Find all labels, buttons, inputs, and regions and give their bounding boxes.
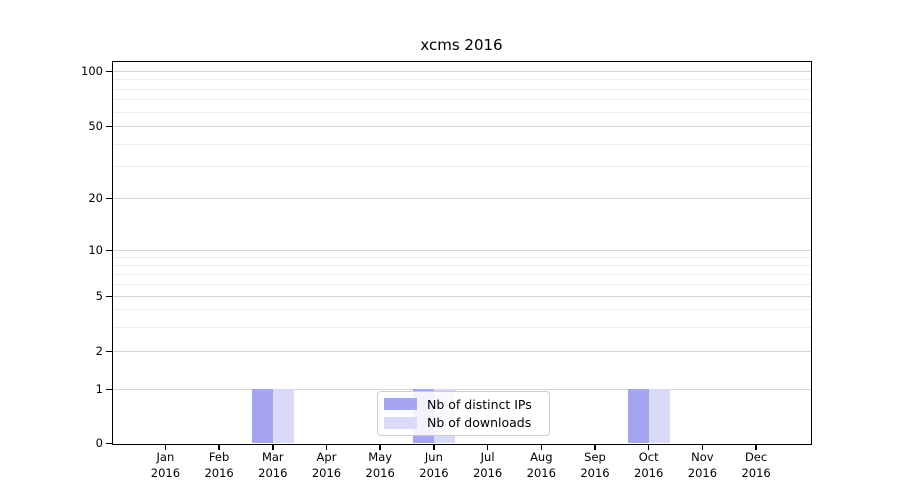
x-tick-label-year: 2016 <box>365 465 395 480</box>
legend-item-nb-of-distinct-ips: Nb of distinct IPs <box>384 397 543 412</box>
legend-item-nb-of-downloads: Nb of downloads <box>384 415 543 430</box>
x-tick-label-year: 2016 <box>526 465 556 480</box>
gridline-minor-90 <box>113 79 811 81</box>
x-tick-label-jan-2016: Jan 2016 <box>137 450 193 481</box>
gridline-major-10 <box>113 250 811 251</box>
bar-nb-of-downloads-mar-2016 <box>272 389 294 443</box>
x-tick-label-month: Jan <box>156 450 175 464</box>
gridline-minor-40 <box>113 143 811 145</box>
y-tick-1 <box>106 388 112 391</box>
gridline-minor-9 <box>113 256 811 258</box>
x-tick-nov-2016 <box>701 445 704 450</box>
x-tick-sep-2016 <box>594 445 596 450</box>
x-tick-label-mar-2016: Mar 2016 <box>245 450 301 481</box>
plot-area: Nb of distinct IPs Nb of downloads <box>112 61 812 445</box>
x-tick-aug-2016 <box>540 445 543 450</box>
x-tick-label-year: 2016 <box>258 465 288 480</box>
y-tick-0 <box>106 442 112 445</box>
x-tick-dec-2016 <box>755 445 757 450</box>
y-tick-20 <box>106 197 112 200</box>
x-tick-label-jun-2016: Jun 2016 <box>406 450 462 481</box>
x-tick-label-year: 2016 <box>311 465 342 480</box>
gridline-major-100 <box>113 71 811 72</box>
gridline-minor-30 <box>113 166 811 168</box>
y-tick-label-50: 50 <box>88 118 103 133</box>
x-tick-label-month: Dec <box>744 450 768 464</box>
y-tick-label-10: 10 <box>88 242 103 257</box>
chart-title: xcms 2016 <box>420 36 503 54</box>
x-tick-label-month: Jul <box>480 450 495 464</box>
gridline-minor-8 <box>113 264 811 266</box>
gridline-minor-70 <box>113 99 811 101</box>
x-tick-label-may-2016: May 2016 <box>352 450 408 481</box>
x-tick-label-month: Apr <box>316 450 337 464</box>
y-tick-10 <box>106 249 112 252</box>
x-tick-label-month: Mar <box>261 450 284 464</box>
x-tick-may-2016 <box>379 445 381 450</box>
gridline-major-2 <box>113 351 811 352</box>
x-tick-label-month: Aug <box>530 450 553 464</box>
gridline-major-50 <box>113 126 811 127</box>
y-tick-label-20: 20 <box>88 190 103 205</box>
x-tick-label-year: 2016 <box>472 465 503 480</box>
x-tick-oct-2016 <box>647 445 650 450</box>
y-tick-5 <box>106 295 112 298</box>
y-tick-label-1: 1 <box>95 381 103 396</box>
y-tick-2 <box>106 350 112 353</box>
x-tick-jan-2016 <box>164 445 167 450</box>
legend-label-nb-of-distinct-ips: Nb of distinct IPs <box>427 396 532 412</box>
gridline-major-1 <box>113 389 811 390</box>
x-tick-mar-2016 <box>272 445 274 450</box>
x-tick-label-month: May <box>368 450 393 464</box>
gridline-major-20 <box>113 198 811 199</box>
bar-nb-of-downloads-oct-2016 <box>648 389 670 443</box>
gridline-minor-60 <box>113 111 811 113</box>
x-tick-label-year: 2016 <box>204 465 234 480</box>
y-tick-100 <box>106 70 112 73</box>
bar-nb-of-distinct-ips-oct-2016 <box>627 389 649 443</box>
x-tick-label-nov-2016: Nov 2016 <box>674 450 730 481</box>
x-tick-label-year: 2016 <box>741 465 771 480</box>
x-tick-label-year: 2016 <box>419 465 449 480</box>
legend: Nb of distinct IPs Nb of downloads <box>377 391 550 436</box>
gridline-major-5 <box>113 296 811 297</box>
x-tick-label-month: Feb <box>208 450 230 464</box>
x-tick-label-apr-2016: Apr 2016 <box>299 450 355 481</box>
legend-swatch-nb-of-downloads <box>384 416 417 429</box>
x-tick-label-aug-2016: Aug 2016 <box>513 450 569 481</box>
gridline-minor-7 <box>113 273 811 275</box>
legend-swatch-nb-of-distinct-ips <box>384 398 417 411</box>
y-tick-50 <box>106 125 112 128</box>
x-tick-apr-2016 <box>325 445 328 450</box>
x-tick-label-jul-2016: Jul 2016 <box>460 450 516 481</box>
x-tick-jun-2016 <box>433 445 435 450</box>
gridline-minor-80 <box>113 88 811 90</box>
x-tick-label-year: 2016 <box>687 465 718 480</box>
x-tick-label-feb-2016: Feb 2016 <box>191 450 247 481</box>
y-tick-label-0: 0 <box>95 435 103 450</box>
x-tick-label-sep-2016: Sep 2016 <box>567 450 623 481</box>
legend-label-nb-of-downloads: Nb of downloads <box>427 415 532 431</box>
x-tick-label-month: Sep <box>584 450 606 464</box>
x-tick-label-year: 2016 <box>150 465 181 480</box>
x-tick-label-year: 2016 <box>580 465 610 480</box>
x-tick-label-month: Oct <box>638 450 659 464</box>
x-tick-label-oct-2016: Oct 2016 <box>621 450 677 481</box>
bar-nb-of-distinct-ips-mar-2016 <box>251 389 273 443</box>
y-tick-label-2: 2 <box>95 343 103 358</box>
x-tick-jul-2016 <box>486 445 489 450</box>
x-tick-feb-2016 <box>218 445 220 450</box>
x-tick-label-month: Nov <box>691 450 714 464</box>
x-tick-label-dec-2016: Dec 2016 <box>728 450 784 481</box>
y-tick-label-100: 100 <box>81 63 103 78</box>
gridline-minor-6 <box>113 283 811 285</box>
gridline-minor-4 <box>113 309 811 311</box>
y-tick-label-5: 5 <box>95 288 103 303</box>
x-tick-label-year: 2016 <box>634 465 664 480</box>
x-tick-label-month: Jun <box>424 450 443 464</box>
gridline-minor-3 <box>113 326 811 328</box>
